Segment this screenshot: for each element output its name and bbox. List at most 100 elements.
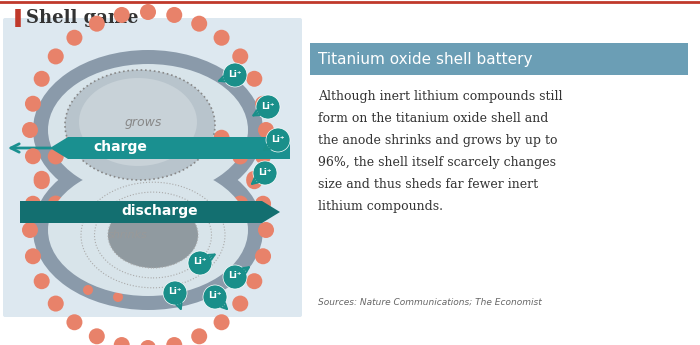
Text: Titanium oxide shell battery: Titanium oxide shell battery [318, 51, 533, 67]
Circle shape [22, 122, 38, 138]
Circle shape [232, 48, 248, 65]
Circle shape [83, 285, 93, 295]
Circle shape [48, 196, 64, 211]
Circle shape [140, 240, 156, 256]
Circle shape [34, 173, 50, 189]
Circle shape [113, 7, 130, 23]
Circle shape [167, 337, 182, 345]
Circle shape [22, 222, 38, 238]
Circle shape [34, 273, 50, 289]
Circle shape [25, 148, 41, 164]
Circle shape [34, 71, 50, 87]
FancyArrow shape [50, 137, 290, 159]
Text: form on the titanium oxide shell and: form on the titanium oxide shell and [318, 112, 548, 125]
Circle shape [253, 161, 277, 185]
Circle shape [113, 237, 130, 253]
Ellipse shape [108, 202, 198, 268]
Circle shape [167, 7, 182, 23]
Circle shape [214, 130, 230, 146]
Text: Li⁺: Li⁺ [261, 101, 274, 110]
Circle shape [173, 95, 183, 105]
Circle shape [163, 281, 187, 305]
Text: Li⁺: Li⁺ [228, 69, 242, 79]
Ellipse shape [79, 78, 197, 166]
Circle shape [223, 63, 247, 87]
Circle shape [255, 196, 271, 212]
Circle shape [255, 96, 271, 112]
Text: the anode shrinks and grows by up to: the anode shrinks and grows by up to [318, 134, 557, 147]
Ellipse shape [33, 150, 263, 310]
Circle shape [246, 71, 262, 87]
Text: Li⁺: Li⁺ [209, 292, 222, 300]
Circle shape [214, 314, 230, 330]
Circle shape [66, 214, 83, 230]
Circle shape [258, 122, 274, 138]
Ellipse shape [65, 70, 215, 180]
Circle shape [140, 340, 156, 345]
Circle shape [255, 148, 271, 164]
Circle shape [214, 30, 230, 46]
Text: charge: charge [93, 140, 147, 154]
Circle shape [191, 16, 207, 32]
Circle shape [246, 273, 262, 289]
Circle shape [73, 250, 83, 260]
Circle shape [48, 48, 64, 65]
Circle shape [123, 80, 133, 90]
Circle shape [167, 237, 182, 253]
Text: 96%, the shell itself scarcely changes: 96%, the shell itself scarcely changes [318, 156, 556, 169]
Text: Although inert lithium compounds still: Although inert lithium compounds still [318, 90, 563, 103]
Circle shape [113, 337, 130, 345]
Circle shape [25, 96, 41, 112]
Circle shape [232, 296, 248, 312]
Text: grows: grows [125, 116, 162, 128]
Circle shape [255, 248, 271, 264]
Circle shape [25, 196, 41, 212]
Circle shape [66, 30, 83, 46]
Circle shape [89, 116, 105, 132]
FancyBboxPatch shape [3, 18, 302, 317]
Circle shape [256, 95, 280, 119]
Circle shape [66, 130, 83, 146]
Circle shape [113, 107, 130, 123]
Ellipse shape [48, 164, 248, 296]
FancyBboxPatch shape [310, 43, 688, 75]
Circle shape [232, 148, 248, 165]
Circle shape [140, 4, 156, 20]
Circle shape [191, 228, 207, 244]
Circle shape [48, 148, 64, 165]
Circle shape [34, 171, 50, 187]
Circle shape [25, 248, 41, 264]
Circle shape [191, 328, 207, 344]
FancyArrow shape [20, 201, 280, 223]
Circle shape [89, 16, 105, 32]
Circle shape [167, 107, 182, 123]
Circle shape [140, 104, 156, 120]
Circle shape [89, 328, 105, 344]
Text: Li⁺: Li⁺ [258, 168, 272, 177]
Circle shape [66, 314, 83, 330]
Circle shape [191, 116, 207, 132]
Circle shape [214, 214, 230, 230]
Text: size and thus sheds far fewer inert: size and thus sheds far fewer inert [318, 178, 538, 191]
Circle shape [258, 222, 274, 238]
Ellipse shape [48, 64, 248, 196]
Circle shape [113, 292, 123, 302]
Circle shape [188, 251, 212, 275]
Ellipse shape [33, 50, 263, 210]
Circle shape [232, 196, 248, 211]
Text: Li⁺: Li⁺ [193, 257, 206, 266]
Text: Shell game: Shell game [26, 9, 139, 27]
Text: lithium compounds.: lithium compounds. [318, 200, 443, 213]
Circle shape [246, 171, 262, 187]
Circle shape [89, 228, 105, 244]
Circle shape [88, 90, 98, 100]
Circle shape [266, 128, 290, 152]
Circle shape [103, 110, 113, 120]
Text: Li⁺: Li⁺ [168, 287, 182, 296]
Text: discharge: discharge [122, 204, 198, 218]
Text: Sources: Nature Communications; The Economist: Sources: Nature Communications; The Econ… [318, 298, 542, 307]
Text: Li⁺: Li⁺ [228, 272, 242, 280]
Circle shape [203, 285, 227, 309]
Text: shrinks: shrinks [108, 230, 148, 240]
Circle shape [223, 265, 247, 289]
